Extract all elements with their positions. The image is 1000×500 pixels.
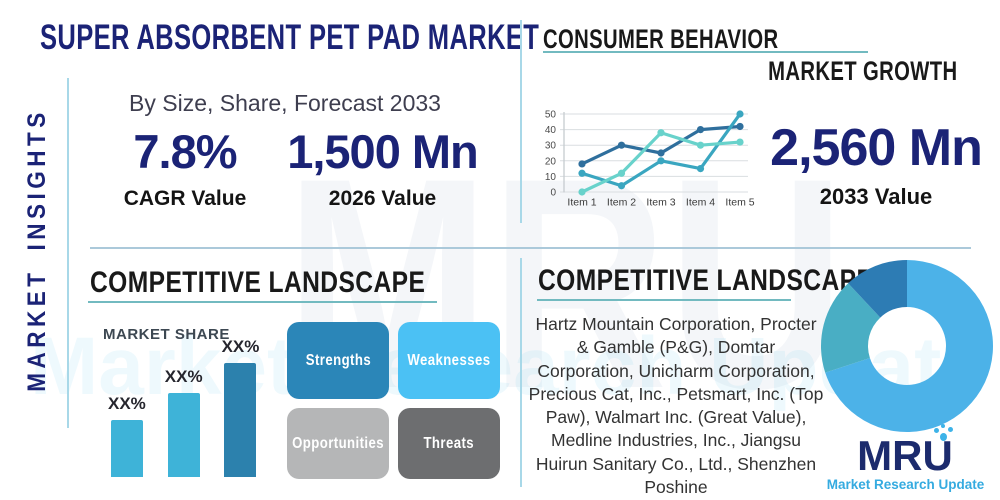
swot-label: Strengths bbox=[305, 351, 371, 369]
swot-box-strengths: Strengths bbox=[287, 322, 389, 399]
svg-text:Item 1: Item 1 bbox=[567, 197, 596, 209]
consumer-behavior-heading: CONSUMER BEHAVIOR bbox=[543, 24, 779, 54]
vertical-divider-bottom bbox=[520, 258, 522, 487]
mru-logo-tagline: Market Research Update bbox=[826, 477, 985, 492]
market-share-label: MARKET SHARE bbox=[103, 326, 230, 343]
bar-value-label: XX% bbox=[221, 337, 260, 356]
svg-text:10: 10 bbox=[545, 172, 557, 183]
mru-logo: MRU bbox=[830, 424, 980, 479]
cagr-value: 7.8% bbox=[133, 125, 237, 178]
value-2026-stat: 1,500 Mn 2026 Value bbox=[275, 124, 490, 211]
market-share-bar bbox=[110, 420, 143, 477]
cagr-stat: 7.8% CAGR Value bbox=[95, 124, 275, 211]
svg-text:Item 5: Item 5 bbox=[725, 197, 754, 209]
left-vertical-rule bbox=[67, 78, 69, 428]
svg-text:Item 2: Item 2 bbox=[607, 197, 636, 209]
value-2026: 1,500 Mn bbox=[287, 125, 479, 178]
swot-label: Opportunities bbox=[292, 434, 384, 452]
market-growth-heading: MARKET GROWTH bbox=[767, 56, 957, 86]
svg-text:Item 4: Item 4 bbox=[686, 197, 715, 209]
bar-value-label: XX% bbox=[164, 366, 203, 386]
paw-print-icon bbox=[934, 428, 939, 433]
value-2033: 2,560 Mn bbox=[770, 119, 983, 177]
competitive-landscape-right-underline bbox=[537, 299, 791, 301]
market-share-bar-group: XX% bbox=[165, 367, 203, 477]
insights-subtitle: By Size, Share, Forecast 2033 bbox=[129, 90, 441, 116]
svg-text:Item 3: Item 3 bbox=[646, 197, 675, 209]
market-share-bar bbox=[167, 392, 200, 477]
companies-list: Hartz Mountain Corporation, Procter & Ga… bbox=[528, 314, 824, 497]
market-share-bar-group: XX% bbox=[108, 394, 146, 477]
competitive-landscape-right-heading: COMPETITIVE LANDSCAPE bbox=[538, 264, 874, 297]
paw-print-icon bbox=[948, 427, 953, 432]
consumer-behavior-underline bbox=[543, 51, 868, 53]
consumer-behavior-line-chart: 0 10 20 30 40 50 Item 1 Item 2 Item 3 Item 4 Item … bbox=[545, 110, 755, 209]
swot-label: Threats bbox=[423, 434, 475, 452]
value-2033-stat: 2,560 Mn 2033 Value bbox=[770, 118, 983, 210]
market-share-bar bbox=[224, 363, 257, 477]
swot-box-weaknesses: Weaknesses bbox=[398, 322, 500, 399]
page-title: SUPER ABSORBENT PET PAD MARKET bbox=[40, 18, 540, 57]
svg-text:50: 50 bbox=[545, 110, 557, 121]
vertical-divider-top bbox=[520, 20, 522, 223]
bar-value-label: XX% bbox=[108, 394, 146, 413]
mru-logo-text: MRU bbox=[857, 432, 953, 479]
svg-text:30: 30 bbox=[545, 141, 557, 152]
paw-print-icon bbox=[940, 433, 947, 441]
competitive-landscape-left-heading: COMPETITIVE LANDSCAPE bbox=[90, 266, 426, 299]
competitive-landscape-donut-chart bbox=[821, 260, 993, 432]
paw-print-icon bbox=[941, 424, 945, 428]
svg-text:40: 40 bbox=[545, 125, 557, 136]
market-share-bar-chart: XX% XX% XX% bbox=[108, 330, 259, 477]
cagr-label: CAGR Value bbox=[123, 187, 247, 210]
side-label-market-insights: MARKET INSIGHTS bbox=[23, 108, 51, 392]
competitive-landscape-left-underline bbox=[88, 301, 437, 303]
horizontal-divider bbox=[90, 247, 971, 249]
swot-box-opportunities: Opportunities bbox=[287, 408, 389, 479]
swot-label: Weaknesses bbox=[407, 351, 491, 369]
swot-grid: Strengths Weaknesses Opportunities Threats bbox=[287, 322, 500, 479]
label-2033: 2033 Value bbox=[819, 184, 933, 209]
market-share-bar-group: XX% bbox=[221, 337, 260, 477]
label-2026: 2026 Value bbox=[328, 187, 437, 210]
svg-text:20: 20 bbox=[545, 156, 557, 167]
swot-box-threats: Threats bbox=[398, 408, 500, 479]
svg-text:0: 0 bbox=[550, 188, 556, 199]
